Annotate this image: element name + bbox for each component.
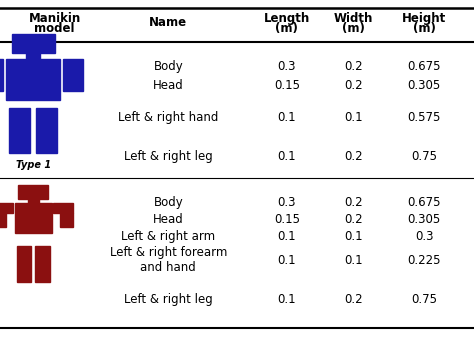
Text: 0.225: 0.225 [408, 254, 441, 267]
Text: Head: Head [153, 213, 183, 226]
Text: 0.15: 0.15 [274, 213, 300, 226]
Text: 0.3: 0.3 [277, 60, 296, 73]
Bar [0, 59, 3, 91]
Bar [26, 53, 40, 59]
Bar [15, 203, 52, 233]
Bar [63, 59, 83, 91]
Text: Left & right arm: Left & right arm [121, 230, 215, 243]
Text: 0.675: 0.675 [408, 60, 441, 73]
Text: 0.1: 0.1 [277, 293, 296, 306]
Text: 0.2: 0.2 [344, 79, 363, 92]
Text: Length: Length [264, 12, 310, 25]
Text: 0.3: 0.3 [277, 196, 296, 209]
Text: Width: Width [333, 12, 373, 25]
Text: 0.3: 0.3 [415, 230, 434, 243]
Text: (m): (m) [342, 23, 365, 35]
Text: 0.1: 0.1 [277, 111, 296, 124]
Text: Left & right leg: Left & right leg [124, 293, 213, 306]
Text: Body: Body [154, 60, 183, 73]
Text: 0.75: 0.75 [411, 150, 437, 163]
Bar [35, 247, 50, 282]
Text: 0.2: 0.2 [344, 150, 363, 163]
Bar [0, 203, 13, 213]
Text: 0.1: 0.1 [344, 111, 363, 124]
Text: (m): (m) [413, 23, 436, 35]
Text: 0.2: 0.2 [344, 60, 363, 73]
Text: 0.2: 0.2 [344, 213, 363, 226]
Text: 0.575: 0.575 [408, 111, 441, 124]
Bar [18, 185, 48, 198]
Text: Type 1: Type 1 [16, 161, 51, 170]
Text: 0.1: 0.1 [277, 150, 296, 163]
Text: 0.15: 0.15 [274, 79, 300, 92]
Bar [17, 247, 31, 282]
Text: Name: Name [149, 16, 187, 29]
Bar [60, 213, 73, 227]
Text: Left & right hand: Left & right hand [118, 111, 219, 124]
Text: Left & right forearm
and hand: Left & right forearm and hand [109, 246, 227, 274]
Text: 0.305: 0.305 [408, 79, 441, 92]
Text: Manikin: Manikin [28, 12, 81, 25]
Text: Height: Height [402, 12, 447, 25]
Text: Left & right leg: Left & right leg [124, 150, 213, 163]
Text: 0.675: 0.675 [408, 196, 441, 209]
Text: 0.75: 0.75 [411, 293, 437, 306]
Bar [0, 213, 6, 227]
Text: 0.305: 0.305 [408, 213, 441, 226]
Text: Head: Head [153, 79, 183, 92]
Text: model: model [34, 23, 75, 35]
Text: 0.1: 0.1 [344, 254, 363, 267]
Text: 0.1: 0.1 [344, 230, 363, 243]
Text: 0.1: 0.1 [277, 254, 296, 267]
Bar [53, 203, 73, 213]
Text: Body: Body [154, 196, 183, 209]
Bar [9, 108, 30, 153]
Bar [36, 108, 57, 153]
Text: 0.2: 0.2 [344, 293, 363, 306]
Text: (m): (m) [275, 23, 298, 35]
Bar [6, 59, 60, 100]
Bar [12, 34, 55, 53]
Text: 0.2: 0.2 [344, 196, 363, 209]
Text: 0.1: 0.1 [277, 230, 296, 243]
Bar [27, 198, 39, 203]
